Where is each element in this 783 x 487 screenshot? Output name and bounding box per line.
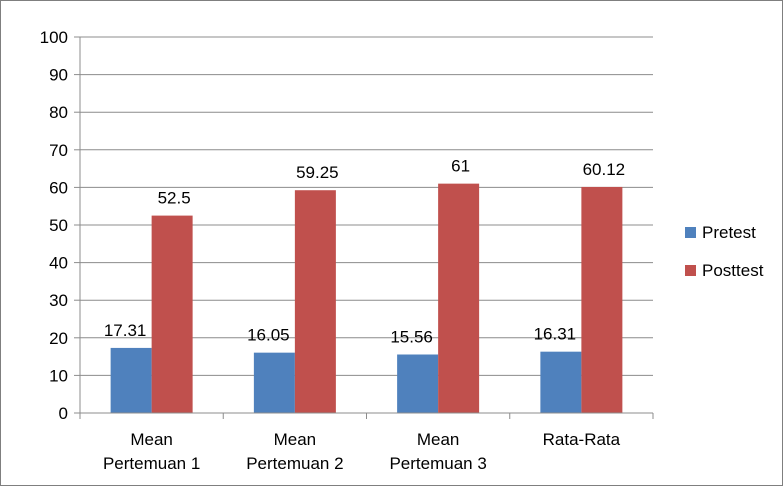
bar-posttest-3 bbox=[438, 183, 480, 413]
y-tick-label: 100 bbox=[40, 28, 68, 47]
x-category-label: Mean bbox=[130, 430, 173, 449]
data-label-pretest-2: 16.05 bbox=[247, 326, 290, 345]
bars bbox=[110, 183, 623, 413]
bar-posttest-1 bbox=[151, 215, 193, 413]
y-tick-label: 10 bbox=[49, 366, 68, 385]
y-tick-label: 80 bbox=[49, 103, 68, 122]
bar-pretest-4 bbox=[540, 351, 582, 413]
legend-swatch-pretest bbox=[685, 227, 696, 238]
bar-posttest-2 bbox=[294, 190, 336, 413]
y-tick-label: 40 bbox=[49, 254, 68, 273]
y-tick-label: 70 bbox=[49, 141, 68, 160]
data-label-posttest-1: 52.5 bbox=[158, 189, 191, 208]
y-tick-label: 30 bbox=[49, 291, 68, 310]
bar-pretest-1 bbox=[110, 347, 152, 413]
bar-posttest-4 bbox=[581, 186, 623, 413]
data-label-pretest-1: 17.31 bbox=[104, 321, 147, 340]
y-tick-label: 60 bbox=[49, 178, 68, 197]
data-label-pretest-4: 16.31 bbox=[534, 325, 577, 344]
y-tick-label: 20 bbox=[49, 329, 68, 348]
x-category-label: Mean bbox=[274, 430, 317, 449]
data-labels: 17.31 52.5 16.05 59.25 15.56 61 16.31 60.12 bbox=[104, 157, 625, 347]
bar-pretest-3 bbox=[397, 354, 439, 413]
bar-pretest-2 bbox=[253, 352, 295, 413]
y-tick-label: 0 bbox=[59, 404, 68, 423]
axes: 0 10 20 30 40 50 60 70 80 90 100 Mean Pertemuan 1 Mea… bbox=[40, 28, 654, 473]
data-label-posttest-4: 60.12 bbox=[583, 160, 626, 179]
legend: Pretest Posttest bbox=[685, 223, 764, 280]
data-label-posttest-3: 61 bbox=[451, 157, 470, 176]
legend-swatch-posttest bbox=[685, 265, 696, 276]
legend-label-posttest: Posttest bbox=[702, 261, 764, 280]
x-category-label: Pertemuan 3 bbox=[389, 454, 486, 473]
x-category-label: Mean bbox=[417, 430, 460, 449]
x-category-label: Rata-Rata bbox=[543, 430, 621, 449]
y-tick-label: 90 bbox=[49, 66, 68, 85]
x-category-label: Pertemuan 2 bbox=[246, 454, 343, 473]
data-label-posttest-2: 59.25 bbox=[296, 163, 339, 182]
x-category-label: Pertemuan 1 bbox=[103, 454, 200, 473]
data-label-pretest-3: 15.56 bbox=[390, 327, 433, 346]
legend-label-pretest: Pretest bbox=[702, 223, 756, 242]
y-tick-label: 50 bbox=[49, 216, 68, 235]
